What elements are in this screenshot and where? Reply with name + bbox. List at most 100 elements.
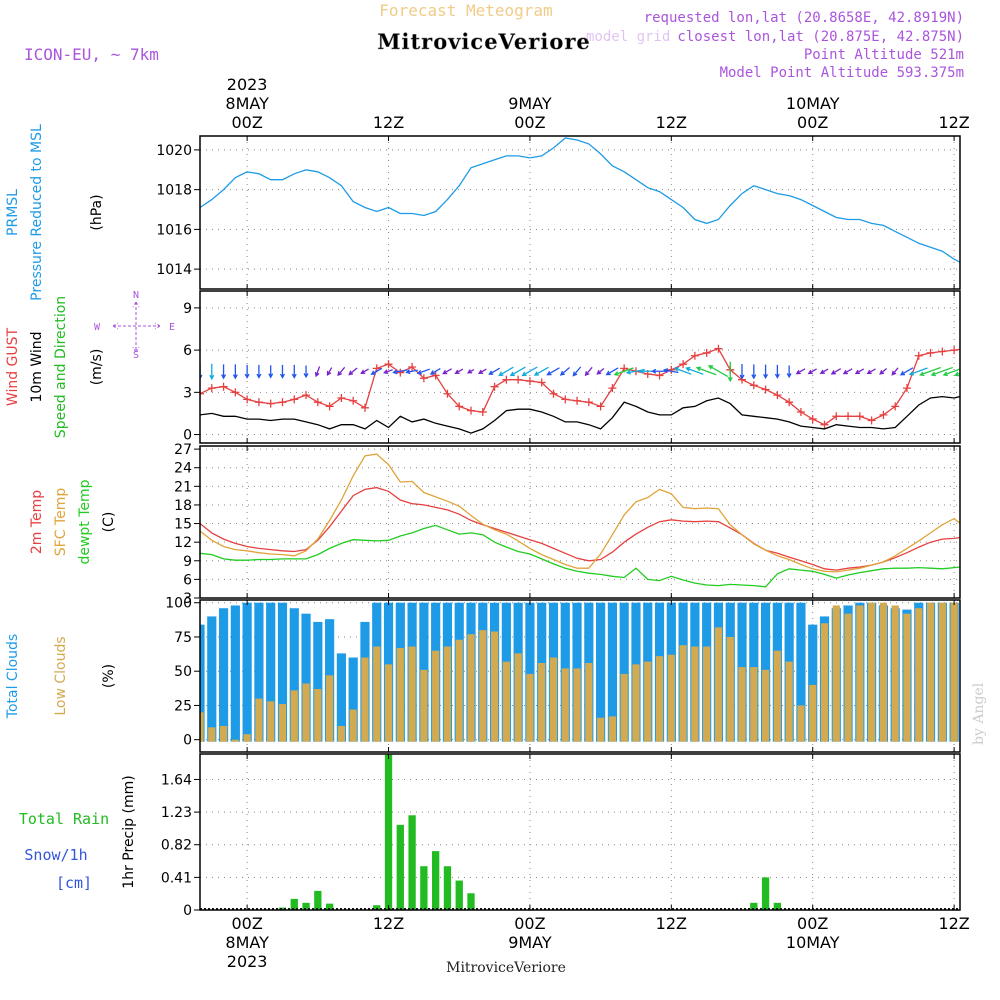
wind-arrow (879, 368, 888, 375)
precip-bar (396, 824, 404, 910)
total-cloud-bar (525, 602, 535, 742)
gust-marker (207, 384, 216, 393)
wind-arrow (830, 368, 842, 375)
low-cloud-bar (726, 636, 734, 742)
pressure-ytick-label: 1018 (156, 183, 192, 199)
gust-marker (525, 377, 534, 386)
wind-ylabel: Wind GUST (5, 327, 21, 406)
compass: N S W E (94, 290, 175, 361)
pressure-unit: (hPa) (89, 194, 105, 230)
clouds-ylabel: Low Clouds (53, 636, 69, 715)
pressure-line (200, 137, 960, 263)
clouds-frame (199, 599, 961, 753)
low-cloud-bar (255, 698, 263, 742)
total-cloud-bar (218, 608, 229, 742)
top-time-label: 8MAY (225, 94, 269, 113)
wind-arrow (337, 366, 346, 377)
top-time-label: 2023 (227, 75, 268, 94)
low-cloud-bar (443, 646, 452, 742)
low-cloud-bar (514, 653, 522, 742)
low-cloud-bar (915, 608, 923, 742)
wind-arrow (509, 366, 526, 377)
gust-marker (443, 389, 452, 398)
temperature-frame (199, 445, 961, 599)
gust-marker (950, 346, 959, 355)
gust-marker (761, 385, 770, 394)
low-cloud-bar (738, 667, 746, 742)
compass-e: E (169, 322, 175, 333)
total-cloud-bar (277, 602, 288, 742)
gust-marker (891, 402, 900, 411)
precip-bar (432, 851, 440, 910)
precip-bar (455, 880, 463, 910)
gust-marker (962, 345, 970, 353)
gust-marker (396, 368, 405, 377)
temperature-ylabel: 2m Temp (29, 490, 45, 554)
low-cloud-bar (231, 739, 239, 742)
gust-marker (985, 328, 993, 336)
pressure-panel: 1014 1016 1018 1020 PRMSL Pressure Reduced to… (5, 124, 961, 301)
total-cloud-bar (242, 602, 252, 742)
gust-marker (820, 420, 829, 429)
wind-arrow (314, 366, 321, 378)
temperature-ytick-label: 12 (174, 535, 192, 551)
low-cloud-bar (620, 673, 628, 742)
clouds-ytick-label: 0 (183, 733, 192, 749)
gust-marker (254, 398, 263, 407)
footer-location: MitroviceVeriore (446, 960, 566, 976)
bottom-time-label: 00Z (797, 914, 828, 933)
bottom-time-label: 10MAY (786, 933, 840, 952)
clouds-ytick-label: 100 (165, 596, 192, 612)
gust-marker (325, 402, 334, 411)
bottom-time-label: 12Z (656, 914, 687, 933)
precip-bar (773, 902, 782, 910)
wind-arrow (605, 367, 619, 376)
temperature-ylabel: dewpt Temp (77, 479, 93, 564)
top-time-label: 12Z (373, 113, 404, 132)
wind-arrow (685, 366, 704, 375)
bottom-time-label: 2023 (227, 952, 268, 971)
gust-marker (573, 396, 582, 405)
wind-ytick-label: 9 (183, 301, 192, 317)
wind-speed-line (200, 395, 960, 434)
pressure-plot-area (200, 136, 960, 289)
low-cloud-bar (879, 602, 888, 742)
precip-bar (384, 754, 393, 910)
precip-bar (290, 898, 298, 910)
wind-arrow (326, 367, 333, 377)
wind-arrow (662, 368, 679, 374)
wind-arrow (442, 368, 452, 375)
wind-arrow (695, 366, 717, 376)
requested-coords: requested lon,lat (20.8658E, 42.8919N) (644, 10, 964, 26)
wind-arrow (429, 367, 441, 375)
gust-marker (902, 384, 911, 393)
temperature-ytick-label: 21 (174, 479, 192, 495)
wind-arrow (977, 369, 1000, 373)
low-cloud-bar (326, 675, 334, 742)
precip-legend-text: [cm] (56, 874, 92, 892)
point-altitude: Point Altitude 521m (804, 47, 964, 63)
pressure-ytick-label: 1014 (156, 262, 192, 278)
wind-arrow (291, 364, 297, 379)
model-label: ICON-EU, ~ 7km (24, 45, 159, 64)
clouds-ylabel: Total Clouds (5, 634, 21, 719)
wind-ytick-label: 0 (183, 428, 192, 444)
gust-marker (808, 415, 817, 424)
gust-marker (879, 410, 888, 419)
precip-ytick-label: 1.64 (161, 772, 192, 788)
wind-ytick-label: 6 (183, 343, 192, 359)
total-cloud-bar (997, 603, 1000, 742)
clouds-panel: 0 25 50 75 100 Total Clouds Low Clouds (%) (5, 596, 1000, 753)
low-cloud-bar (820, 623, 829, 742)
clouds-ytick-label: 50 (174, 664, 192, 680)
model-altitude: Model Point Altitude 593.375m (720, 65, 964, 81)
low-cloud-bar (632, 664, 640, 742)
gust-marker (938, 347, 947, 356)
wind-arrow (477, 368, 487, 374)
wind-arrow (774, 364, 780, 379)
gust-marker (855, 412, 864, 421)
low-cloud-bar (267, 701, 275, 742)
low-cloud-bar (455, 639, 463, 742)
clouds-ytick-label: 25 (174, 698, 192, 714)
pressure-ytick-label: 1016 (156, 222, 192, 238)
